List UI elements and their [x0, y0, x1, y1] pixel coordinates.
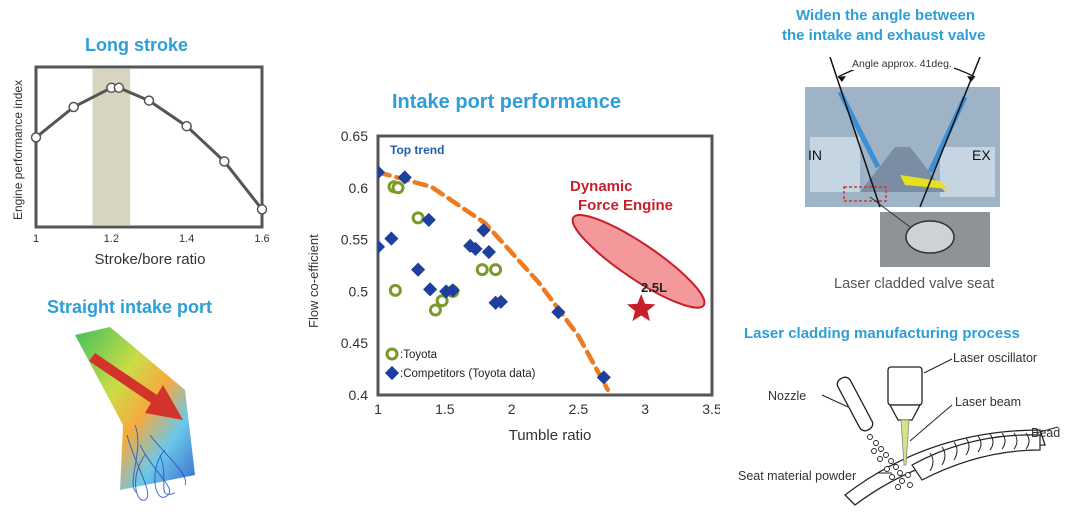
intake-plot-frame [376, 134, 714, 397]
flow-direction-arrow [89, 353, 183, 420]
toyota-point [489, 263, 503, 277]
valve-angle-illustration: IN EX [805, 56, 1000, 267]
valve-title-line2: the intake and exhaust valve [782, 27, 986, 44]
dfe-label-line2: Force Engine [578, 197, 673, 214]
performance-point [143, 95, 155, 106]
long-stroke-x-tick: 1.2 [104, 233, 119, 245]
toyota-point [411, 211, 425, 225]
legend-toyota-marker [385, 347, 399, 361]
long-stroke-plot-frame [34, 65, 264, 229]
valve-seat-caption: Laser cladded valve seat [834, 276, 995, 292]
valve-title-line1: Widen the angle between [796, 7, 976, 24]
powder-particles [867, 434, 913, 490]
long-stroke-x-tick: 1.6 [254, 233, 269, 245]
intake-y-tick: 0.55 [341, 232, 368, 248]
performance-point [256, 204, 268, 215]
laser-beam-label: Laser beam [955, 395, 1022, 409]
performance-point [113, 82, 125, 94]
long-stroke-x-tick: 1.4 [179, 233, 194, 245]
valve-seat-highlight [900, 175, 948, 189]
toyota-point [428, 303, 442, 317]
bead-label: Bead [1031, 426, 1061, 440]
competitor-point [493, 294, 508, 309]
performance-curve [35, 86, 264, 211]
competitor-point [476, 223, 491, 238]
competitor-point [397, 170, 412, 185]
ex-label: EX [972, 147, 991, 163]
competitor-point [423, 282, 438, 297]
dfe-2-5l-star [626, 294, 656, 322]
intake-y-label: Flow co-efficient [306, 234, 321, 328]
competitor-point [378, 239, 386, 254]
long-stroke-title: Long stroke [85, 35, 189, 55]
toyota-point [435, 294, 449, 308]
toyota-point [391, 181, 405, 195]
intake-x-tick: 2.5 [569, 401, 589, 417]
straight-port-title: Straight intake port [47, 297, 213, 317]
star-2-5l-label: 2.5L [641, 280, 667, 295]
intake-y-tick: 0.65 [341, 128, 368, 144]
performance-point [68, 101, 79, 113]
intake-y-tick: 0.4 [349, 387, 369, 403]
top-trend-label: Top trend [390, 143, 444, 157]
laser-oscillator [887, 366, 923, 406]
competitor-point [551, 305, 566, 320]
powder-label: Seat material powder [738, 469, 857, 483]
nozzle-label: Nozzle [768, 389, 807, 403]
intake-x-tick: 3.5 [702, 401, 720, 417]
toyota-point [475, 263, 489, 277]
laser-beam [900, 419, 910, 466]
competitor-point [481, 244, 496, 260]
intake-y-tick: 0.5 [349, 283, 369, 299]
intake-legend: :Toyota :Competitors (Toyota data) [384, 347, 536, 381]
intake-y-tick: 0.45 [341, 335, 368, 351]
intake-axis-line [829, 56, 881, 208]
intake-x-tick: 1.5 [435, 401, 455, 417]
exhaust-axis-line [919, 56, 981, 208]
angle-label: Angle approx. 41deg. [850, 58, 954, 70]
dfe-label-line1: Dynamic [570, 178, 633, 195]
intake-y-tick: 0.6 [349, 180, 369, 196]
intake-x-tick: 3 [641, 401, 649, 417]
toyota-point [388, 283, 402, 297]
legend-competitors-marker [384, 365, 400, 381]
competitor-point [468, 241, 483, 256]
intake-title: Intake port performance [392, 91, 621, 113]
competitor-point [596, 370, 611, 385]
long-stroke-x-label: Stroke/bore ratio [95, 251, 206, 268]
legend-toyota-label: :Toyota [400, 349, 438, 361]
performance-point [219, 156, 230, 167]
performance-point [30, 132, 42, 143]
in-label: IN [808, 147, 822, 163]
long-stroke-chart: 1 1.2 1.4 1.6 Engine performance index Stro… [11, 65, 270, 268]
nozzle [836, 376, 874, 432]
dfe-region-ellipse [571, 214, 706, 309]
intake-x-label: Tumble ratio [509, 427, 592, 444]
cladding-illustration [821, 358, 1059, 506]
bead [911, 434, 1041, 481]
competitor-point [411, 262, 426, 277]
competitor-point [384, 231, 399, 246]
intake-x-tick: 1 [374, 401, 382, 417]
straight-port-image [75, 327, 195, 501]
long-stroke-y-label: Engine performance index [11, 80, 25, 220]
legend-competitors-label: :Competitors (Toyota data) [400, 368, 536, 380]
laser-oscillator-label: Laser oscillator [953, 351, 1038, 365]
cladding-title: Laser cladding manufacturing process [744, 325, 1020, 342]
intake-x-tick: 2 [508, 401, 516, 417]
top-trend-line [378, 170, 611, 393]
performance-point [181, 120, 192, 132]
long-stroke-x-tick: 1 [33, 233, 39, 245]
competitor-point [378, 165, 386, 180]
intake-chart: 1 1.5 2 2.5 3 3.5 0.4 0.45 0.5 0.55 0.6 0.65 Top tr… [306, 128, 720, 444]
competitor-point [445, 283, 460, 298]
